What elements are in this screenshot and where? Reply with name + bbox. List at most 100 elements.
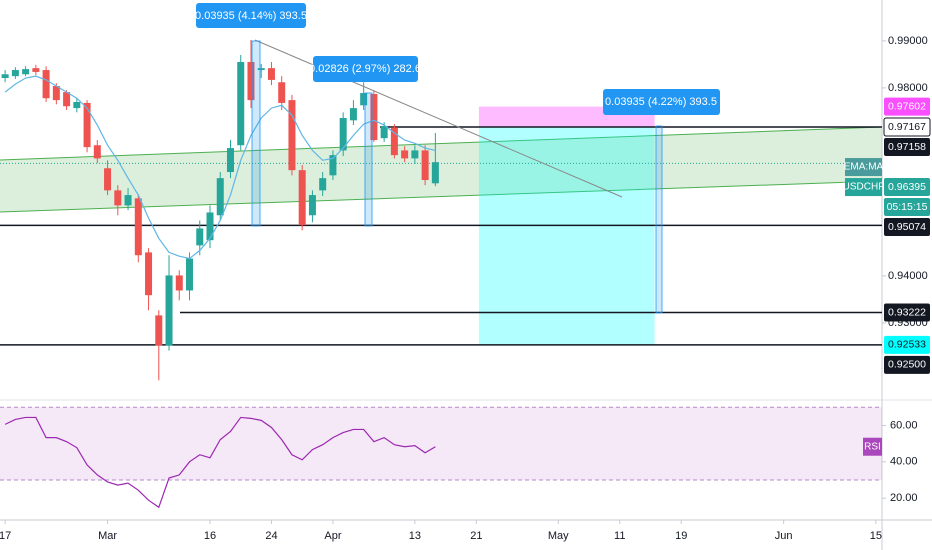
candle-body xyxy=(216,178,224,216)
rsi-tick-label: 60.00 xyxy=(890,419,918,431)
candle-body xyxy=(237,62,245,146)
measure-bar xyxy=(364,92,373,227)
candle-body xyxy=(247,62,255,101)
x-tick-label: 15 xyxy=(870,530,882,542)
candle-body xyxy=(421,150,429,181)
price-tag xyxy=(884,303,930,322)
candle-body xyxy=(155,315,163,346)
x-tick-label: 11 xyxy=(614,530,625,542)
candle-body xyxy=(145,252,153,296)
y-tick-label: 0.94000 xyxy=(888,270,928,282)
candle-body xyxy=(165,275,173,346)
x-tick-label: 24 xyxy=(265,530,277,542)
y-tick-label: 0.99000 xyxy=(888,35,928,47)
candle-body xyxy=(267,68,275,80)
price-tag xyxy=(884,198,930,217)
candle-body xyxy=(52,86,60,101)
candle-body xyxy=(42,70,50,99)
candle-body xyxy=(257,68,265,71)
candle-body xyxy=(411,150,419,159)
price-tag xyxy=(884,178,930,197)
measure-bar xyxy=(251,40,261,227)
price-tag-label: 0.97158 xyxy=(888,141,926,153)
channel-bottom xyxy=(0,180,883,213)
candle-body xyxy=(134,198,142,256)
x-tick-label: 16 xyxy=(204,530,216,542)
candle-body xyxy=(63,92,71,107)
candle-body xyxy=(370,94,378,141)
x-tick-label: Mar xyxy=(98,530,117,542)
candle-body xyxy=(401,150,409,159)
price-tag-label: 0.95074 xyxy=(888,221,926,233)
rsi-tick-label: 40.00 xyxy=(890,456,918,468)
candle-body xyxy=(349,108,357,121)
price-tag xyxy=(884,335,930,354)
candle-body xyxy=(1,74,9,79)
ema-tag-label: EMA:MA xyxy=(844,162,884,173)
candle-body xyxy=(390,127,398,156)
x-tick-label: 13 xyxy=(409,530,421,542)
candle-body xyxy=(11,70,19,77)
x-tick-label: Jun xyxy=(775,530,793,542)
x-tick-label: 19 xyxy=(675,530,687,542)
candle-body xyxy=(32,68,40,72)
candle-body xyxy=(329,155,337,176)
candle-body xyxy=(73,101,81,109)
price-tag xyxy=(884,97,930,116)
ema-tag xyxy=(845,158,882,177)
candle-body xyxy=(83,102,91,148)
price-tag-label: 0.92533 xyxy=(888,339,926,351)
label-box xyxy=(313,56,418,82)
candle-body xyxy=(93,145,101,159)
label-box xyxy=(603,89,720,115)
rsi-tag-label: RSI xyxy=(864,441,881,452)
rsi-band-fill xyxy=(0,407,882,480)
candle-body xyxy=(319,178,327,191)
price-tag-label: 05:15:15 xyxy=(887,201,928,213)
rsi-tick-label: 20.00 xyxy=(890,492,918,504)
candle-body xyxy=(360,93,368,106)
symbol-tag xyxy=(845,178,882,197)
candle-body xyxy=(380,125,388,139)
marks-layer xyxy=(1,39,439,509)
reward-zone xyxy=(478,127,655,345)
x-tick-label: Apr xyxy=(324,530,341,542)
x-tick-label: May xyxy=(548,530,569,542)
price-tag-label: 0.97167 xyxy=(888,121,926,133)
measure-text: 0.03935 (4.22%) 393.5 xyxy=(605,96,717,108)
measure-text: 0.03935 (4.14%) 393.5 xyxy=(195,10,307,22)
label-box xyxy=(196,3,306,28)
price-tag-label: 0.92500 xyxy=(888,359,926,371)
price-tag xyxy=(883,117,931,137)
x-tick-label: 17 xyxy=(0,530,11,542)
candle-body xyxy=(114,190,122,206)
price-tag xyxy=(884,218,930,237)
measure-label: 0.03935 (4.22%) 393.5 xyxy=(603,89,720,115)
symbol-tag-label: USDCHF xyxy=(843,182,885,193)
y-tick-label: 0.98000 xyxy=(888,82,928,94)
candle-body xyxy=(22,69,30,75)
price-tag-label: 0.97602 xyxy=(888,100,926,112)
candle-body xyxy=(104,168,112,191)
measure-label: 0.02826 (2.97%) 282.6 xyxy=(309,56,421,82)
channel-top xyxy=(0,126,883,161)
price-tag-label: 0.93222 xyxy=(888,306,926,318)
candle-body xyxy=(175,275,183,291)
candle-body xyxy=(186,258,194,291)
rsi-line xyxy=(4,416,436,509)
rsi-tag xyxy=(863,437,882,456)
candle-body xyxy=(298,170,306,226)
measure-bar xyxy=(655,125,663,314)
x-tick-label: 21 xyxy=(470,530,482,542)
candle-body xyxy=(339,117,347,151)
measure-label: 0.03935 (4.14%) 393.5 xyxy=(195,3,307,28)
candle-body xyxy=(124,195,132,206)
candle-body xyxy=(206,212,214,241)
price-tag-label: 0.96395 xyxy=(888,181,926,193)
candle-body xyxy=(308,195,316,216)
candle-body xyxy=(278,82,286,103)
candle-body xyxy=(431,162,439,184)
